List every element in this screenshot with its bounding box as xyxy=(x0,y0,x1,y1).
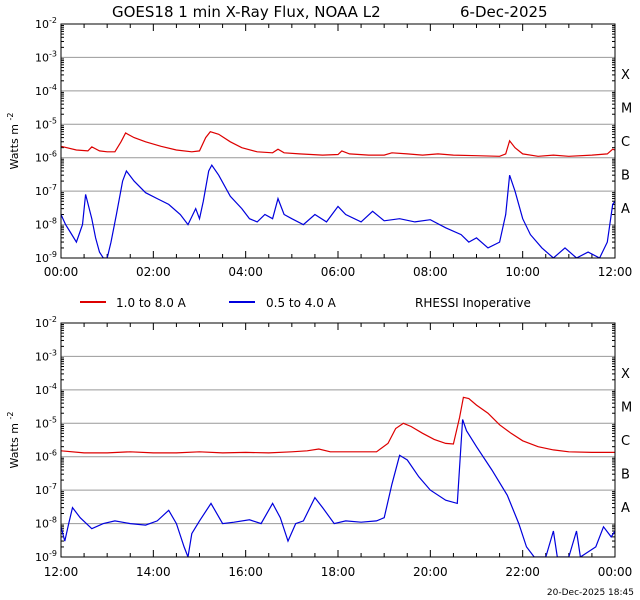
chart-date: 6-Dec-2025 xyxy=(460,3,548,21)
y-tick-label: 10-5 xyxy=(35,415,57,430)
x-tick-label: 18:00 xyxy=(321,565,356,579)
x-tick-label: 16:00 xyxy=(228,565,263,579)
panel-2: 10-9 10-8 10-7 10-6 10-5 10-4 10-3 10-2 Watts m … xyxy=(6,315,632,579)
footer-timestamp: 20-Dec-2025 18:45 xyxy=(547,588,634,598)
class-label-m: M xyxy=(621,102,632,117)
plot-frame xyxy=(60,322,616,558)
y-tick-label: 10-6 xyxy=(35,449,57,464)
y-tick-label: 10-2 xyxy=(35,16,57,31)
x-tick-label: 20:00 xyxy=(413,565,448,579)
plot-frame xyxy=(60,23,616,259)
series-line-long-wave xyxy=(61,131,615,157)
series-line-short-wave xyxy=(61,419,615,557)
class-label-m: M xyxy=(621,401,632,416)
y-tick-label: 10-6 xyxy=(35,150,57,165)
y-axis-label: Watts m -2 xyxy=(6,412,21,469)
y-tick-label: 10-7 xyxy=(35,183,57,198)
x-tick-label: 08:00 xyxy=(413,265,448,279)
y-tick-label: 10-5 xyxy=(35,116,57,131)
x-tick-label: 14:00 xyxy=(136,565,171,579)
legend-label-short: 0.5 to 4.0 A xyxy=(266,296,337,310)
class-label-a: A xyxy=(621,501,630,516)
panels: 10-9 10-8 10-7 10-6 10-5 10-4 10-3 10-2 Watts m … xyxy=(6,16,632,579)
x-tick-label: 06:00 xyxy=(321,265,356,279)
x-tick-label: 00:00 xyxy=(44,265,79,279)
x-tick-label: 22:00 xyxy=(505,565,540,579)
chart-title: GOES18 1 min X-Ray Flux, NOAA L2 xyxy=(112,3,381,21)
class-label-c: C xyxy=(621,135,630,150)
class-label-a: A xyxy=(621,202,630,217)
y-tick-label: 10-2 xyxy=(35,315,57,330)
legend-label-long: 1.0 to 8.0 A xyxy=(116,296,187,310)
series-line-long-wave xyxy=(61,396,615,454)
y-tick-label: 10-4 xyxy=(35,83,57,98)
y-tick-label: 10-3 xyxy=(35,49,57,64)
x-tick-label: 00:00 xyxy=(598,565,633,579)
class-label-x: X xyxy=(621,68,630,83)
x-tick-label: 02:00 xyxy=(136,265,171,279)
y-tick-label: 10-4 xyxy=(35,382,57,397)
y-tick-label: 10-8 xyxy=(35,217,57,232)
x-tick-label: 12:00 xyxy=(44,565,79,579)
class-label-c: C xyxy=(621,434,630,449)
y-tick-label: 10-8 xyxy=(35,516,57,531)
y-axis-label: Watts m -2 xyxy=(6,113,21,170)
legend-note: RHESSI Inoperative xyxy=(415,296,531,310)
x-tick-label: 04:00 xyxy=(228,265,263,279)
class-label-x: X xyxy=(621,367,630,382)
class-label-b: B xyxy=(621,168,630,183)
x-tick-label: 10:00 xyxy=(505,265,540,279)
class-label-b: B xyxy=(621,467,630,482)
y-tick-label: 10-7 xyxy=(35,482,57,497)
series-line-short-wave xyxy=(61,163,615,258)
y-tick-label: 10-9 xyxy=(35,549,57,564)
y-tick-label: 10-3 xyxy=(35,348,57,363)
x-tick-label: 12:00 xyxy=(598,265,633,279)
panel-1: 10-9 10-8 10-7 10-6 10-5 10-4 10-3 10-2 Watts m … xyxy=(6,16,632,279)
y-tick-label: 10-9 xyxy=(35,250,57,265)
